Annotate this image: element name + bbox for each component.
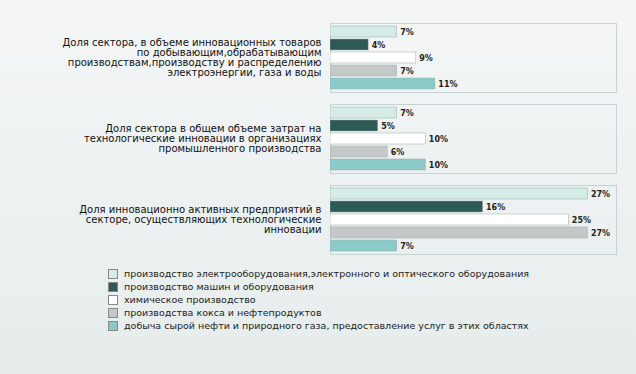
html-text:производства кокса и нефтепрод: производства кокса и нефтепродуктов [124, 307, 322, 318]
svg-text:10%: 10% [429, 135, 448, 144]
svg-text:7%: 7% [400, 242, 414, 251]
svg-text:Доля сектора, в объеме инновац: Доля сектора, в объеме инновационных тов… [63, 37, 322, 78]
svg-text:27%: 27% [591, 229, 610, 238]
svg-text:10%: 10% [429, 161, 448, 170]
svg-text:Доля сектора в общем объеме за: Доля сектора в общем объеме затрат натех… [84, 123, 322, 154]
html-text:производство электрооборудован: производство электрооборудования,электро… [124, 268, 530, 279]
svg-text:16%: 16% [486, 203, 505, 212]
svg-text:27%: 27% [591, 190, 610, 199]
svg-text:Доля инновационно активных пре: Доля инновационно активных предприятий в… [79, 204, 321, 235]
svg-text:4%: 4% [372, 41, 386, 50]
svg-text:9%: 9% [419, 54, 433, 63]
svg-text:7%: 7% [400, 67, 414, 76]
html-text:производство машин и оборудова: производство машин и оборудования [124, 281, 314, 292]
svg-text:7%: 7% [400, 109, 414, 118]
svg-text:11%: 11% [438, 80, 457, 89]
svg-text:25%: 25% [572, 216, 591, 225]
html-text:добыча сырой нефти и природног: добыча сырой нефти и природного газа, пр… [124, 320, 529, 331]
html-text:химическое производство: химическое производство [124, 294, 256, 305]
svg-text:7%: 7% [400, 28, 414, 37]
svg-text:5%: 5% [381, 122, 395, 131]
svg-text:6%: 6% [391, 148, 405, 157]
